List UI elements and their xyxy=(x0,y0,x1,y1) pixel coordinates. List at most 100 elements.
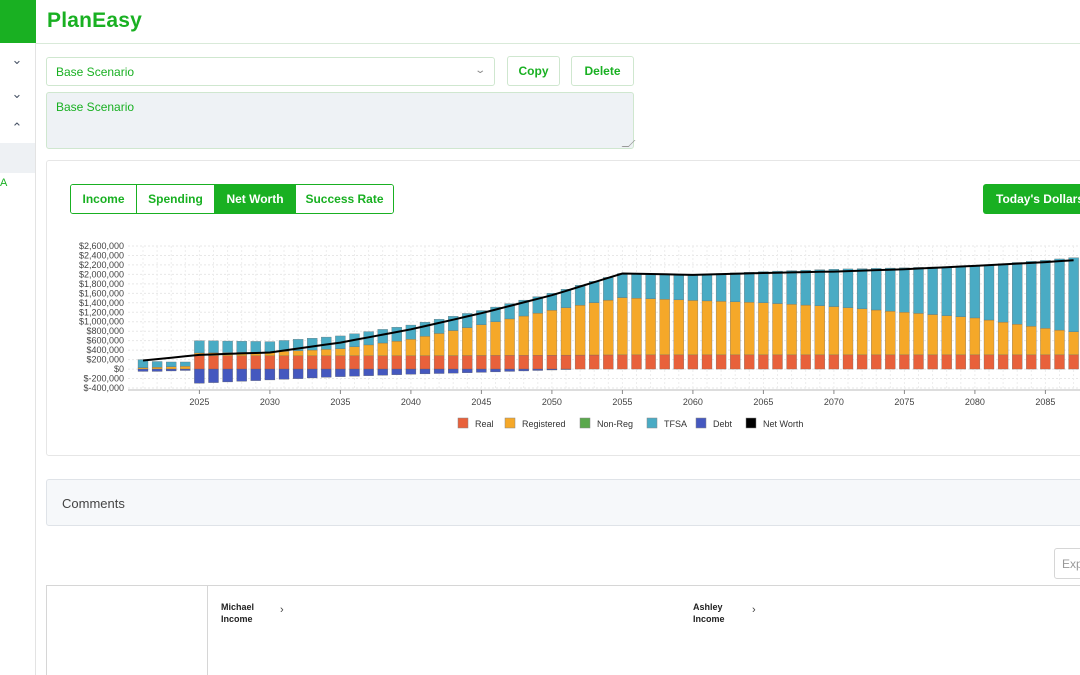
bar-debt xyxy=(349,368,360,377)
bar-registered xyxy=(419,336,431,356)
bar-real xyxy=(1026,354,1037,370)
bar-tfsa xyxy=(194,340,205,354)
scenario-description-field[interactable]: Base Scenario xyxy=(46,92,636,149)
bar-real xyxy=(560,354,572,370)
bar-real xyxy=(631,354,642,370)
bar-tfsa xyxy=(631,273,642,299)
scenario-select[interactable]: Base Scenario ⌄ xyxy=(46,57,495,86)
y-tick-label: $2,600,000 xyxy=(79,241,124,251)
chevron-up-icon[interactable]: ⌃ xyxy=(11,120,23,135)
bar-debt xyxy=(236,368,247,382)
legend-label: TFSA xyxy=(664,419,687,429)
legend-swatch xyxy=(457,417,469,429)
bar-debt xyxy=(321,368,332,378)
bar-registered xyxy=(631,298,642,356)
bar-debt xyxy=(194,368,205,384)
bar-real xyxy=(419,355,431,370)
bar-registered xyxy=(377,342,388,356)
bar-tfsa xyxy=(433,319,445,334)
bar-debt xyxy=(292,368,304,379)
bar-tfsa xyxy=(546,293,558,311)
bar-real xyxy=(701,354,713,370)
bar-registered xyxy=(560,307,572,356)
bar-tfsa xyxy=(250,341,261,353)
tab-net-worth[interactable]: Net Worth xyxy=(215,185,296,213)
bar-real xyxy=(490,355,501,370)
bar-real xyxy=(504,355,515,370)
bar-real xyxy=(603,354,614,370)
x-tick-label: 2080 xyxy=(965,397,985,407)
bar-registered xyxy=(292,350,304,356)
bar-tfsa xyxy=(1040,260,1051,329)
bar-real xyxy=(264,355,276,370)
comments-panel[interactable]: Comments xyxy=(46,479,1080,526)
projection-table: Michael Income › Ashley Income › xyxy=(46,585,1080,675)
y-tick-label: $1,200,000 xyxy=(79,307,124,317)
app-logo[interactable]: PlanEasy xyxy=(47,9,142,32)
chevron-right-icon[interactable]: › xyxy=(752,604,756,616)
bar-real xyxy=(715,354,727,370)
bar-registered xyxy=(1012,324,1023,356)
rail-active-item[interactable] xyxy=(0,143,35,173)
bar-registered xyxy=(800,304,811,356)
legend-label: Debt xyxy=(713,419,733,429)
bar-debt xyxy=(208,368,219,383)
comments-title: Comments xyxy=(62,496,125,511)
bar-real xyxy=(927,354,938,370)
bar-registered xyxy=(532,312,543,356)
bar-registered xyxy=(363,344,374,356)
x-tick-label: 2025 xyxy=(189,397,209,407)
tab-spending[interactable]: Spending xyxy=(137,185,215,213)
bar-real xyxy=(772,354,783,370)
y-tick-label: $2,200,000 xyxy=(79,260,124,270)
tab-success-rate[interactable]: Success Rate xyxy=(296,185,393,213)
chevron-down-icon[interactable]: ⌄ xyxy=(11,86,23,101)
copy-scenario-button[interactable]: Copy xyxy=(507,56,560,86)
bar-real xyxy=(518,355,529,370)
bar-tfsa xyxy=(504,303,515,320)
bar-registered xyxy=(448,330,459,356)
bar-real xyxy=(377,355,388,370)
column-header-line: Income xyxy=(693,614,725,624)
bar-registered xyxy=(927,314,938,356)
bar-registered xyxy=(871,309,882,356)
bar-real xyxy=(828,354,840,370)
column-header-ashley-income[interactable]: Ashley Income xyxy=(693,601,725,625)
y-tick-label: $2,000,000 xyxy=(79,269,124,279)
delete-scenario-button[interactable]: Delete xyxy=(571,56,634,86)
x-axis: 2025 2030 2035 2040 2045 2050 2055 2060 2065 2070… xyxy=(128,389,1080,407)
bar-registered xyxy=(546,310,558,356)
bar-real xyxy=(645,354,656,370)
bar-real xyxy=(278,355,290,370)
bar-tfsa xyxy=(786,270,797,305)
x-tick-label: 2030 xyxy=(260,397,280,407)
bar-tfsa xyxy=(518,299,529,317)
bar-real xyxy=(574,354,586,370)
bar-tfsa xyxy=(307,338,318,351)
bar-real xyxy=(236,355,247,370)
bar-real xyxy=(1012,354,1023,370)
bar-debt xyxy=(250,368,261,381)
bar-tfsa xyxy=(1012,262,1023,325)
bar-registered xyxy=(1054,329,1065,356)
resize-handle-icon[interactable] xyxy=(621,140,636,147)
column-header-michael-income[interactable]: Michael Income xyxy=(221,601,254,625)
bar-tfsa xyxy=(955,266,966,317)
bar-registered xyxy=(490,321,501,356)
tab-income[interactable]: Income xyxy=(71,185,137,213)
bar-registered xyxy=(151,367,163,370)
chevron-right-icon[interactable]: › xyxy=(280,604,284,616)
bar-registered xyxy=(335,348,346,356)
legend-swatch xyxy=(504,417,516,429)
bar-registered xyxy=(659,299,670,356)
bar-tfsa xyxy=(701,274,713,302)
y-tick-label: $1,400,000 xyxy=(79,298,124,308)
export-input[interactable]: Exp xyxy=(1054,548,1080,579)
bar-real xyxy=(405,355,417,370)
bar-tfsa xyxy=(913,267,924,314)
bar-registered xyxy=(574,305,586,356)
bar-tfsa xyxy=(1054,258,1065,331)
chevron-down-icon[interactable]: ⌄ xyxy=(11,52,23,67)
bar-registered xyxy=(885,310,896,356)
todays-dollars-toggle[interactable]: Today's Dollars xyxy=(983,184,1080,214)
